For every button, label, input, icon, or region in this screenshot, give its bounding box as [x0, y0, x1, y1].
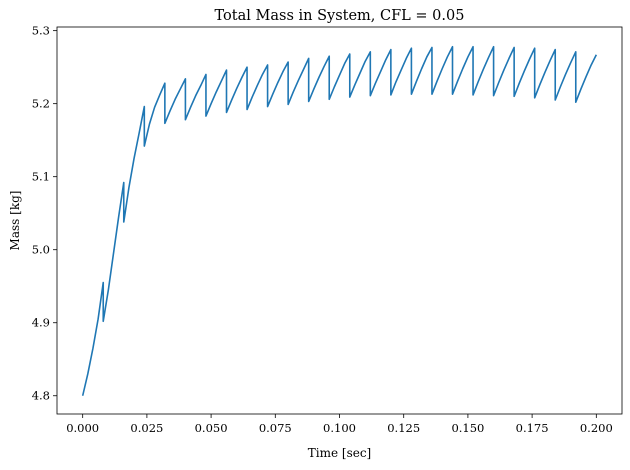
plot-area [81, 45, 598, 396]
x-tick-label: 0.175 [516, 421, 549, 435]
x-tick-label: 0.150 [451, 421, 484, 435]
y-tick-label: 5.3 [32, 24, 50, 38]
y-tick-label: 4.8 [32, 389, 50, 403]
x-axis-label: Time [sec] [308, 446, 371, 460]
y-tick-label: 5.1 [32, 170, 50, 184]
axes-frame [56, 26, 623, 415]
x-tick-label: 0.000 [66, 421, 99, 435]
x-tick-label: 0.025 [130, 421, 163, 435]
x-tick-label: 0.050 [195, 421, 228, 435]
x-tick-label: 0.125 [387, 421, 420, 435]
x-axis-ticks: 0.000 0.025 0.050 0.075 0.100 0.125 0.150 0.175… [66, 414, 613, 435]
series-line [81, 45, 598, 396]
y-tick-label: 4.9 [32, 316, 50, 330]
x-tick-label: 0.075 [259, 421, 292, 435]
x-tick-label: 0.200 [580, 421, 613, 435]
y-axis-label: Mass [kg] [8, 191, 22, 251]
x-tick-label: 0.100 [323, 421, 356, 435]
y-tick-label: 5.2 [32, 97, 50, 111]
y-axis-ticks: 4.8 4.9 5.0 5.1 5.2 5.3 [32, 24, 57, 403]
chart-title: Total Mass in System, CFL = 0.05 [215, 8, 465, 24]
y-tick-label: 5.0 [32, 243, 50, 257]
